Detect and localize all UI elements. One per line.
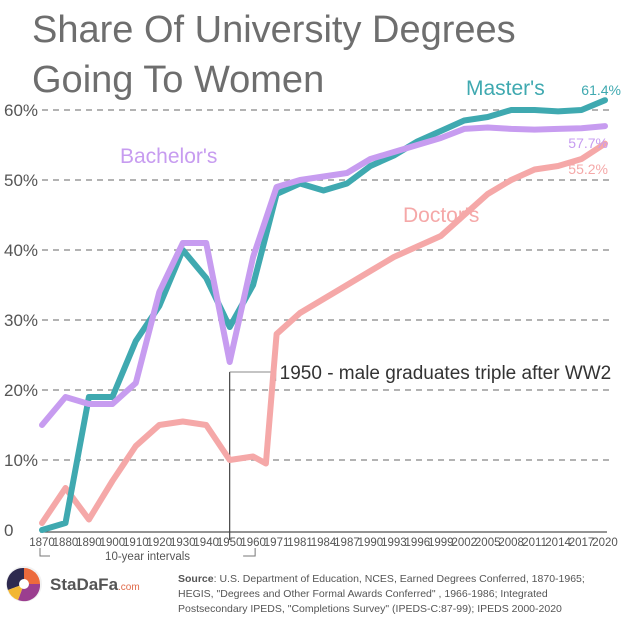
source-block: Source: U.S. Department of Education, NC… <box>178 573 585 615</box>
x-tick-label-1971: 1971 <box>264 537 290 549</box>
series-line-bachelor-s <box>39 123 608 428</box>
source-line-2: HEGIS, "Degrees and Other Formal Awards … <box>178 588 548 600</box>
series-line-doctor-s <box>39 140 608 526</box>
interval-bracket-right <box>243 548 256 557</box>
chart-title-line-1: Share Of University Degrees <box>32 9 516 51</box>
x-tick-label-1890: 1890 <box>76 537 102 549</box>
series-labels: Master's 61.4% Bachelor's 57.7% Doctor's 55.2… <box>120 77 621 227</box>
end-value-label-doctor-s: 55.2% <box>568 161 608 177</box>
x-tick-label-2005: 2005 <box>475 537 501 549</box>
series-label-bachelor-s: Bachelor's <box>120 145 217 168</box>
x-tick-label-2011: 2011 <box>522 537 547 549</box>
y-tick-label-60: 60% <box>4 101 38 120</box>
series-label-doctor-s: Doctor's <box>403 204 479 227</box>
source-line-1: Source: U.S. Department of Education, NC… <box>178 573 585 585</box>
x-tick-label-1984: 1984 <box>311 537 337 549</box>
annotation-text: 1950 - male graduates triple after WW2 <box>280 363 612 384</box>
logo-suffix: .com <box>118 582 140 593</box>
y-tick-label-50: 50% <box>4 171 38 190</box>
end-value-label-bachelor-s: 57.7% <box>568 135 608 151</box>
chart-title-line-2: Going To Women <box>32 59 324 101</box>
x-tick-label-1900: 1900 <box>100 537 126 549</box>
logo-swirl-icon <box>6 566 42 602</box>
y-tick-label-40: 40% <box>4 241 38 260</box>
x-tick-label-1999: 1999 <box>428 537 454 549</box>
x-tick-label-1981: 1981 <box>287 537 313 549</box>
y-tick-label-30: 30% <box>4 311 38 330</box>
x-tick-label-1950: 1950 <box>217 537 243 549</box>
x-tick-label-1990: 1990 <box>358 537 384 549</box>
y-tick-label-20: 20% <box>4 381 38 400</box>
x-tick-label-2002: 2002 <box>451 537 477 549</box>
x-tick-label-1993: 1993 <box>381 537 407 549</box>
logo-wordmark: StaDaFa.com <box>50 575 140 594</box>
source-line-3: Postsecondary IPEDS, "Completions Survey… <box>178 603 562 615</box>
x-tick-label-1960: 1960 <box>240 537 266 549</box>
end-value-label-master-s: 61.4% <box>581 82 621 98</box>
series-layer <box>39 97 608 533</box>
series-line-master-s <box>39 97 608 533</box>
x-tick-label-1940: 1940 <box>193 537 219 549</box>
x-tick-label-1870: 1870 <box>29 537 55 549</box>
x-tick-label-1987: 1987 <box>334 537 360 549</box>
source-label: Source <box>178 573 214 585</box>
interval-note: 10-year intervals <box>105 551 190 563</box>
y-axis-ticks: 0 10% 20% 30% 40% 50% 60% <box>4 101 38 540</box>
source-text-1: : U.S. Department of Education, NCES, Ea… <box>214 573 585 585</box>
annotation-connector <box>229 363 277 381</box>
x-tick-label-1996: 1996 <box>405 537 431 549</box>
y-tick-label-0: 0 <box>4 521 13 540</box>
interval-bracket-left <box>39 548 50 557</box>
x-tick-label-1910: 1910 <box>123 537 149 549</box>
y-tick-label-10: 10% <box>4 451 38 470</box>
logo-name: StaDaFa <box>50 575 119 594</box>
x-tick-label-2020: 2020 <box>592 537 618 549</box>
x-tick-label-1880: 1880 <box>53 537 79 549</box>
x-tick-label-1930: 1930 <box>170 537 196 549</box>
x-axis-ticks: 1870188018901900191019201930194019501960… <box>29 537 618 563</box>
logo[interactable]: StaDaFa.com <box>6 566 140 602</box>
series-label-master-s: Master's <box>466 77 545 100</box>
x-tick-label-1920: 1920 <box>146 537 172 549</box>
x-tick-label-2017: 2017 <box>569 537 595 549</box>
x-tick-label-2008: 2008 <box>498 537 524 549</box>
x-tick-label-2014: 2014 <box>545 537 571 549</box>
